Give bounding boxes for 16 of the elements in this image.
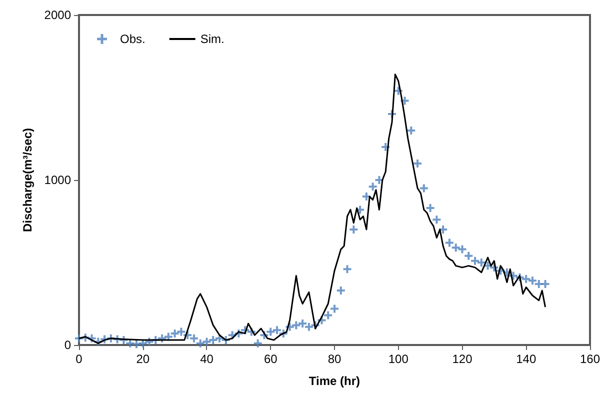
x-tick-label: 100 — [388, 352, 409, 366]
legend-label: Obs. — [120, 32, 146, 46]
x-tick-label: 0 — [76, 352, 83, 366]
x-tick-label: 160 — [580, 352, 600, 366]
y-tick-label: 2000 — [44, 8, 72, 22]
x-tick-label: 120 — [452, 352, 473, 366]
x-tick-label: 40 — [200, 352, 214, 366]
x-tick-label: 60 — [264, 352, 278, 366]
x-tick-label: 20 — [136, 352, 150, 366]
y-axis-title: Discharge(m³/sec) — [20, 128, 34, 232]
x-tick-label: 80 — [328, 352, 342, 366]
x-axis-title: Time (hr) — [308, 374, 360, 388]
y-tick-label: 1000 — [44, 173, 72, 187]
legend-label: Sim. — [200, 32, 224, 46]
x-tick-label: 140 — [516, 352, 536, 366]
y-tick-label: 0 — [64, 338, 72, 352]
